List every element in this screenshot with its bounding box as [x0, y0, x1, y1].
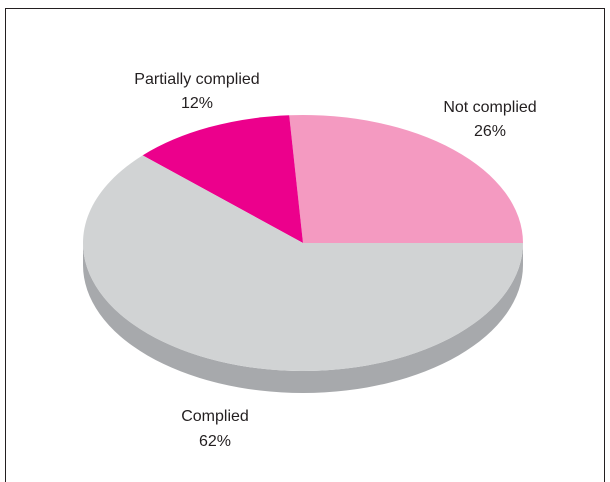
slice-label-complied: Complied	[181, 408, 249, 425]
pie-side-complied	[83, 243, 523, 393]
pie-slice-complied	[82, 155, 523, 372]
slice-value-not-complied: 26%	[474, 123, 506, 140]
slice-value-complied: 62%	[199, 433, 231, 450]
slice-label-not-complied: Not complied	[443, 99, 536, 116]
slice-label-partially-complied: Partially complied	[134, 71, 259, 88]
pie-slice-partially-complied	[142, 115, 303, 243]
pie-labels: Not complied 26% Partially complied 12% …	[134, 71, 536, 450]
pie-sides	[83, 243, 523, 393]
slice-value-partially-complied: 12%	[181, 95, 213, 112]
pie-slice-not-complied	[289, 114, 523, 243]
pie-tops	[82, 114, 523, 372]
